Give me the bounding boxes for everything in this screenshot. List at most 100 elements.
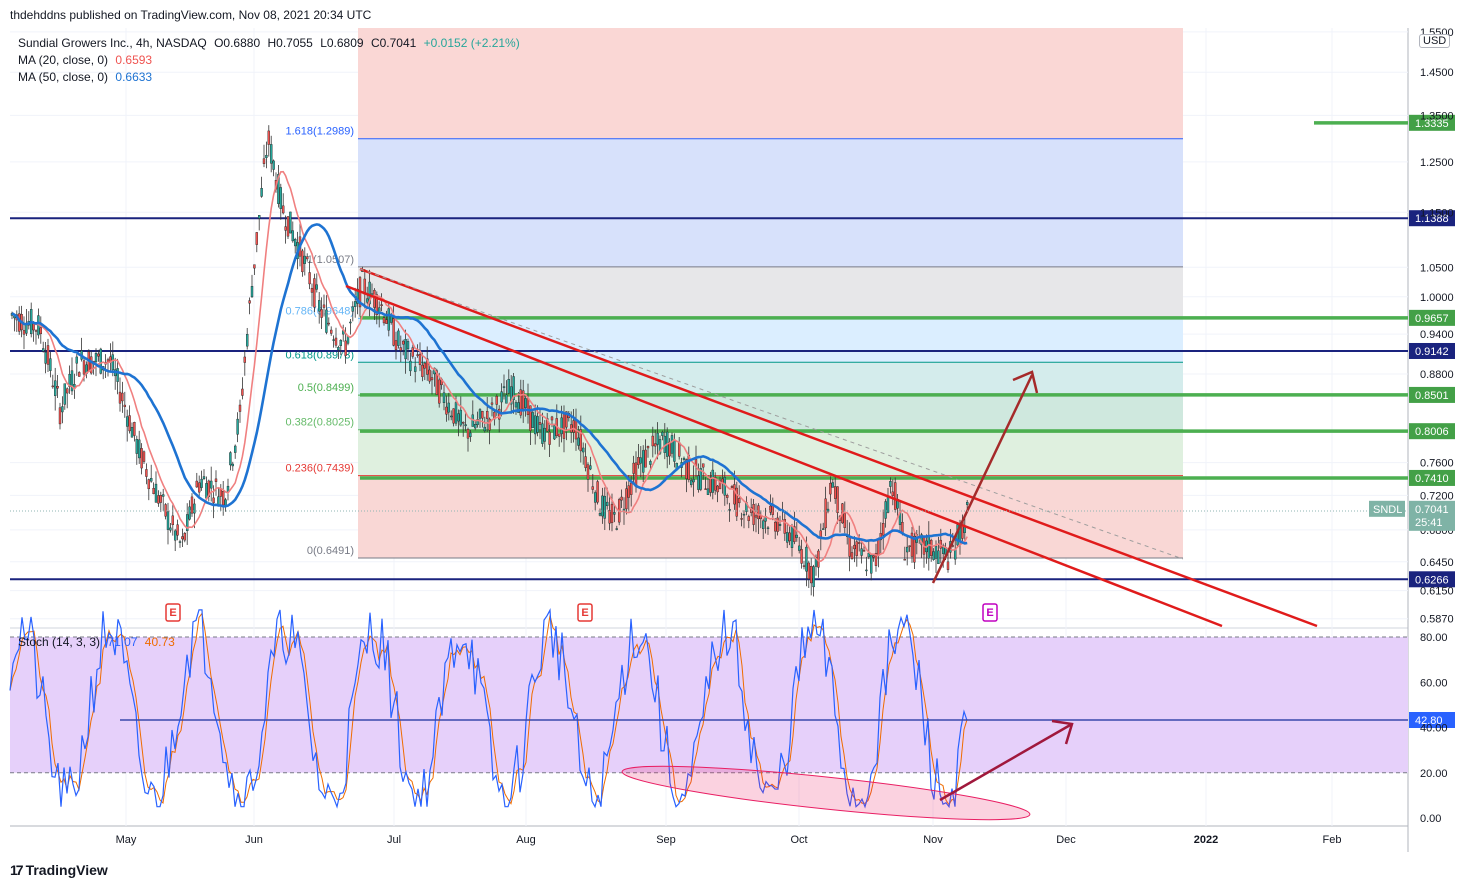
candle-body (826, 508, 830, 512)
candle-body (586, 464, 590, 480)
candle-body (644, 449, 647, 468)
candle-body (649, 461, 652, 465)
candle-body (625, 488, 628, 510)
candle-body (330, 329, 333, 334)
candle-body (711, 469, 714, 493)
candle-body (423, 362, 426, 369)
candle-body (836, 486, 839, 513)
candle-body (822, 528, 825, 530)
candle-body (795, 534, 798, 538)
candle-body (603, 495, 606, 519)
candle-body (877, 539, 880, 556)
tradingview-brand: TradingView (25, 862, 108, 878)
candle-body (550, 416, 554, 421)
price-axis-tick: 1.4500 (1420, 67, 1454, 79)
candle-body (387, 308, 390, 331)
candle-body (447, 402, 450, 413)
candle-body (865, 569, 868, 572)
price-axis-tick: 0.8800 (1420, 369, 1454, 381)
stoch-band (10, 637, 1408, 773)
candle-body (608, 510, 611, 524)
ma20-legend[interactable]: MA (20, close, 0) 0.6593 (18, 53, 152, 67)
candle-body (308, 272, 311, 285)
candle-body (438, 379, 441, 404)
fib-zone (358, 475, 1183, 558)
price-axis-tick: 0.6450 (1420, 557, 1454, 569)
candle-body (505, 394, 508, 404)
candle-body (699, 468, 702, 490)
candle-body (584, 456, 587, 468)
candle-body (800, 549, 803, 564)
candle-body (862, 549, 866, 552)
symbol-legend[interactable]: Sundial Growers Inc., 4h, NASDAQ O0.6880… (18, 36, 520, 50)
time-axis-tick: Aug (516, 834, 536, 846)
candle-body (853, 544, 856, 550)
candle-body (46, 345, 50, 365)
candle-body (428, 369, 431, 382)
time-axis-tick: Jun (245, 834, 263, 846)
candle-body (661, 431, 664, 436)
stoch-k-value: 71.07 (107, 635, 138, 649)
arrow-head-icon (1012, 370, 1039, 394)
candle-body (457, 413, 460, 422)
candle-body (313, 278, 316, 308)
candle-body (891, 491, 894, 496)
candle-body (466, 428, 470, 439)
time-axis-tick: Feb (1323, 834, 1342, 846)
candle-body (197, 482, 201, 493)
candle-body (416, 354, 419, 356)
candle-body (442, 392, 446, 404)
fib-level-label: 0(0.6491) (307, 545, 354, 557)
candle-body (884, 501, 887, 519)
tradingview-logo[interactable]: 17 TradingView (10, 862, 108, 878)
candle-body (272, 160, 275, 170)
candle-body (858, 542, 861, 544)
candle-body (164, 504, 167, 517)
earnings-marker-label: E (169, 607, 176, 619)
candle-body (519, 389, 522, 416)
candle-body (399, 347, 402, 351)
price-tag (1409, 386, 1455, 403)
currency-badge[interactable]: USD (1419, 34, 1451, 48)
candle-body (615, 528, 618, 530)
candle-body (178, 541, 182, 543)
candle-body (63, 383, 66, 405)
candle-body (807, 562, 810, 579)
candle-body (241, 388, 244, 396)
candle-body (788, 532, 791, 542)
candle-body (910, 532, 914, 557)
candle-body (435, 370, 438, 395)
price-tag (1409, 571, 1455, 588)
candle-body (306, 256, 309, 260)
symbol-tag (1369, 500, 1405, 517)
candle-body (954, 549, 957, 560)
candle-body (250, 286, 254, 298)
ma50-legend[interactable]: MA (50, close, 0) 0.6633 (18, 70, 152, 84)
price-tag-label: 1.3335 (1415, 118, 1449, 130)
candle-body (260, 188, 263, 197)
stoch-axis-tick: 60.00 (1420, 677, 1448, 689)
stoch-legend[interactable]: Stoch (14, 3, 3) 71.07 40.73 (18, 635, 175, 649)
candle-body (534, 415, 537, 435)
candle-body (913, 536, 916, 563)
candle-body (798, 545, 801, 551)
candle-body (445, 406, 448, 415)
candle-body (159, 495, 163, 503)
candle-body (402, 340, 405, 345)
candle-body (202, 476, 206, 479)
candle-body (221, 491, 225, 506)
candle-countdown: 25:41 (1415, 517, 1443, 529)
candle-body (572, 420, 575, 433)
candle-body (34, 330, 38, 332)
stoch-level-tag (1409, 712, 1455, 728)
fib-zone (358, 429, 1183, 476)
price-axis-tick: 1.0000 (1420, 292, 1454, 304)
candle-body (793, 526, 796, 542)
candle-body (332, 339, 335, 341)
price-tag-label: 1.1388 (1415, 213, 1449, 225)
earnings-marker-label: E (581, 607, 588, 619)
price-tag-label: 0.9142 (1415, 346, 1449, 358)
symbol-title: Sundial Growers Inc., 4h, NASDAQ (18, 36, 207, 50)
candle-body (133, 422, 136, 436)
